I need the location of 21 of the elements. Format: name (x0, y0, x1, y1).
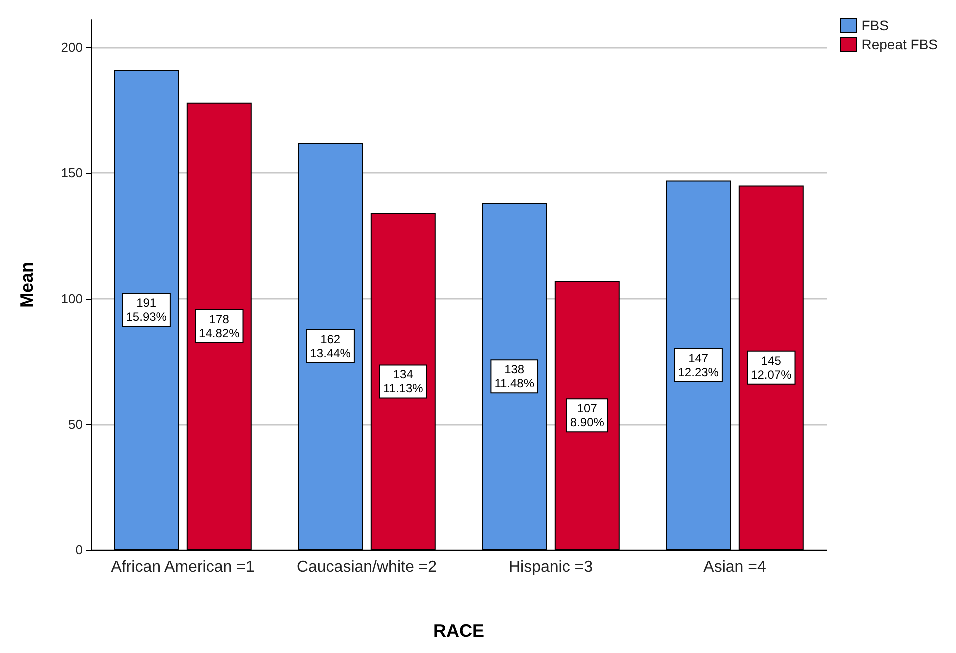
y-tick-label: 150 (61, 166, 83, 181)
data-label: 178 14.82% (199, 312, 240, 340)
data-label: 145 12.07% (751, 354, 792, 382)
y-axis-title: Mean (17, 262, 37, 308)
data-label: 162 13.44% (310, 332, 352, 361)
data-label: 191 15.93% (126, 296, 168, 324)
y-tick-label: 100 (61, 291, 83, 306)
data-label: 134 11.13% (383, 368, 424, 396)
legend-label: FBS (862, 18, 889, 34)
y-tick-label: 200 (61, 40, 83, 56)
y-tick-label: 50 (68, 416, 83, 432)
x-tick-label: Asian =4 (704, 559, 766, 576)
y-tick-label: 0 (76, 542, 83, 558)
x-tick-label: African American =1 (111, 559, 255, 576)
legend-label: Repeat FBS (862, 36, 938, 52)
data-label: 147 12.23% (678, 351, 720, 380)
x-tick-label: Caucasian/white =2 (296, 559, 438, 576)
data-label: 107 8.90% (570, 402, 605, 430)
x-axis-title: RACE (433, 621, 485, 641)
data-label: 138 11.48% (494, 362, 535, 391)
x-tick-label: Hispanic =3 (508, 559, 594, 576)
